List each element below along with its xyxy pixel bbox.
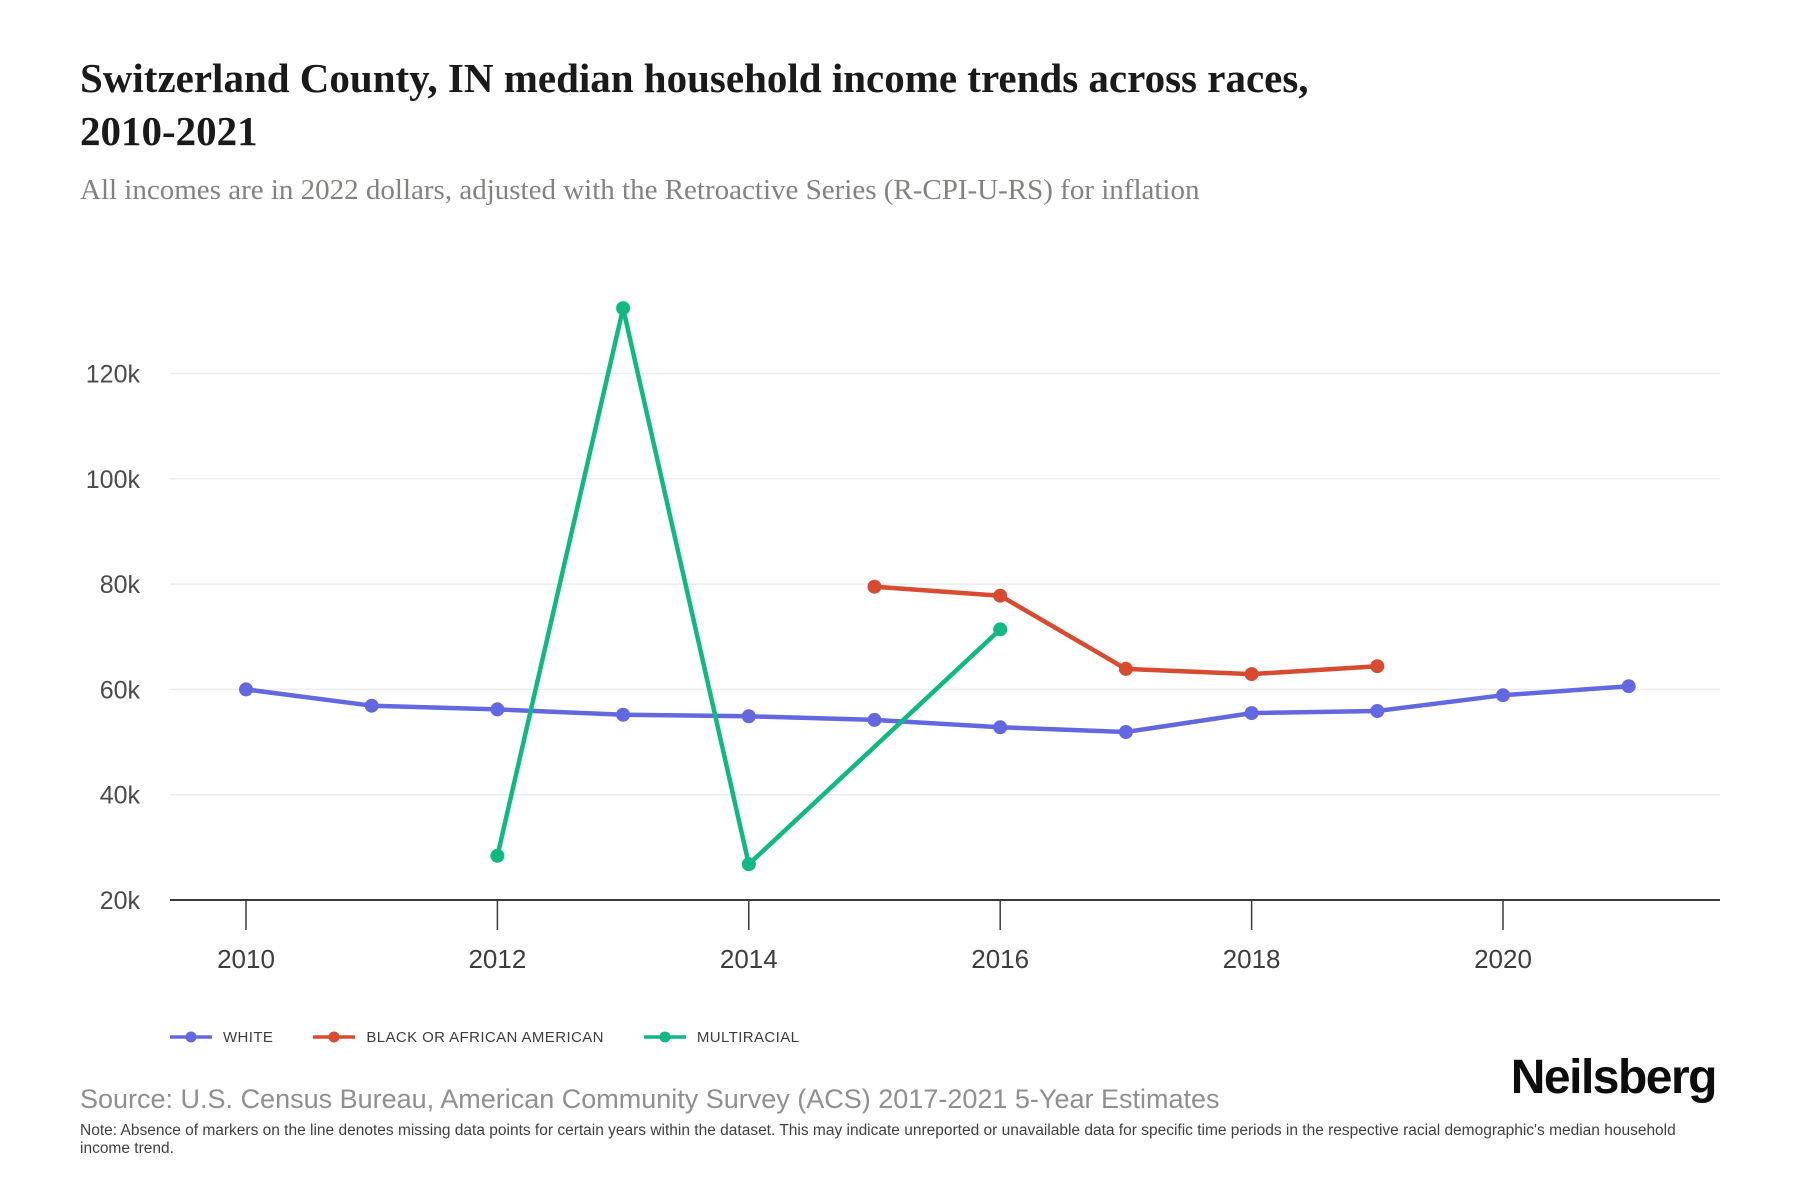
y-axis-labels: 20k 40k 60k 80k 100k 120k bbox=[86, 361, 141, 916]
series-white bbox=[239, 679, 1636, 739]
svg-text:2018: 2018 bbox=[1223, 944, 1281, 974]
data-point[interactable] bbox=[1244, 706, 1259, 721]
svg-text:2020: 2020 bbox=[1474, 944, 1532, 974]
page-subtitle: All incomes are in 2022 dollars, adjuste… bbox=[80, 174, 1200, 206]
legend-item-black-or-african-american[interactable]: BLACK OR AFRICAN AMERICAN bbox=[311, 1029, 604, 1046]
line-chart: 20k 40k 60k 80k 100k 120k 2010 2012 2014 2016 2018… bbox=[86, 301, 1720, 974]
series-multiracial bbox=[490, 301, 1008, 872]
data-point[interactable] bbox=[1370, 659, 1385, 674]
data-point[interactable] bbox=[1496, 688, 1510, 703]
data-point[interactable] bbox=[867, 712, 882, 727]
svg-text:20k: 20k bbox=[100, 887, 141, 915]
data-point[interactable] bbox=[741, 709, 756, 724]
legend-item-white[interactable]: WHITE bbox=[168, 1029, 273, 1046]
data-point[interactable] bbox=[364, 698, 379, 713]
data-point[interactable] bbox=[490, 848, 505, 863]
svg-text:80k: 80k bbox=[100, 571, 141, 599]
data-point[interactable] bbox=[1244, 667, 1259, 682]
x-axis: 2010 2012 2014 2016 2018 2020 bbox=[170, 899, 1720, 974]
footnote: Note: Absence of markers on the line den… bbox=[80, 1122, 1676, 1157]
data-point[interactable] bbox=[993, 588, 1008, 603]
svg-text:100k: 100k bbox=[86, 466, 141, 494]
line-marker-icon bbox=[643, 1031, 686, 1043]
legend-item-multiracial[interactable]: MULTIRACIAL bbox=[642, 1029, 799, 1046]
line-marker-icon bbox=[313, 1031, 356, 1043]
line-marker-icon bbox=[170, 1031, 212, 1043]
data-point[interactable] bbox=[616, 301, 631, 316]
svg-text:120k: 120k bbox=[86, 361, 141, 389]
svg-text:2014: 2014 bbox=[720, 944, 778, 974]
data-point[interactable] bbox=[867, 579, 882, 594]
data-point[interactable] bbox=[993, 622, 1008, 637]
data-point[interactable] bbox=[1118, 725, 1133, 739]
source-attribution: Source: U.S. Census Bureau, American Com… bbox=[80, 1084, 1220, 1114]
data-point[interactable] bbox=[239, 682, 253, 697]
chart-legend: WHITE BLACK OR AFRICAN AMERICAN MULTIRAC… bbox=[168, 1020, 799, 1054]
svg-text:2012: 2012 bbox=[468, 944, 526, 974]
svg-text:2016: 2016 bbox=[971, 944, 1029, 974]
series-black-or-african-american bbox=[867, 579, 1385, 682]
legend-label: BLACK OR AFRICAN AMERICAN bbox=[366, 1028, 604, 1046]
svg-text:2010: 2010 bbox=[217, 944, 275, 974]
data-point[interactable] bbox=[1370, 704, 1385, 718]
legend-label: WHITE bbox=[223, 1028, 274, 1046]
data-point[interactable] bbox=[616, 707, 631, 722]
data-point[interactable] bbox=[993, 720, 1008, 735]
svg-text:60k: 60k bbox=[100, 676, 141, 704]
data-point[interactable] bbox=[490, 702, 505, 717]
data-point[interactable] bbox=[741, 857, 756, 872]
legend-label: MULTIRACIAL bbox=[696, 1028, 800, 1046]
page-title: Switzerland County, IN median household … bbox=[80, 55, 1309, 154]
data-point[interactable] bbox=[1621, 679, 1636, 694]
neilsberg-logo: Neilsberg bbox=[1510, 1051, 1718, 1104]
data-point[interactable] bbox=[1118, 661, 1133, 676]
y-gridlines bbox=[170, 372, 1720, 796]
svg-text:40k: 40k bbox=[100, 782, 141, 810]
